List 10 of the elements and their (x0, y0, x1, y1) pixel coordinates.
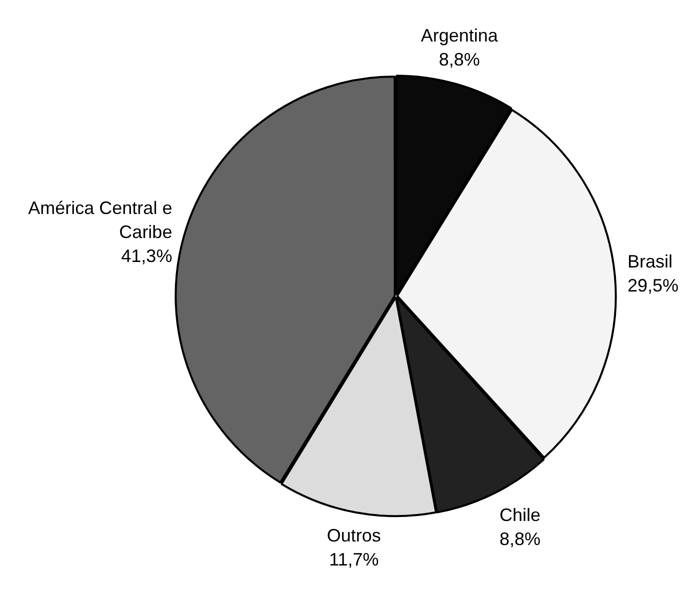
data-label: 11,7% (329, 550, 379, 570)
data-label: 8,8% (500, 529, 541, 550)
data-label: 41,3% (121, 246, 172, 266)
slice-label: América Central e Caribe (28, 198, 172, 242)
data-label: 29,5% (628, 275, 679, 296)
slice-label: Outros (326, 526, 381, 546)
slice-label: Chile (500, 505, 541, 526)
data-label: 8,8% (438, 49, 480, 70)
slice-label: Brasil (628, 251, 673, 272)
slice-label: Argentina (420, 25, 499, 46)
